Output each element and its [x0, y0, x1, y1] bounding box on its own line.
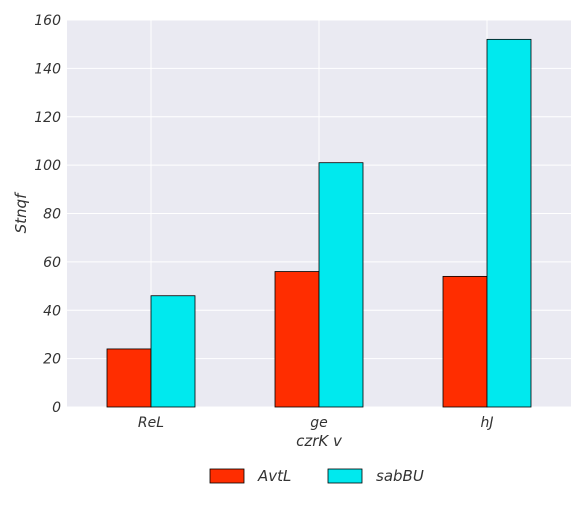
- y-tick-label: 160: [34, 13, 61, 29]
- y-tick-label: 20: [43, 352, 61, 368]
- x-tick-label: ReL: [138, 415, 164, 431]
- legend-label-AvtL: AvtL: [257, 467, 291, 485]
- bar-sabBU-ReL: [150, 295, 196, 408]
- bar-AvtL-ge: [274, 271, 320, 408]
- y-tick-label: 100: [34, 158, 61, 174]
- legend: AvtL sabBU: [209, 467, 424, 485]
- legend-label-sabBU: sabBU: [376, 467, 424, 485]
- y-axis-label: Stnqf: [12, 191, 30, 233]
- bars: [106, 38, 532, 408]
- bar-sabBU-hJ: [486, 38, 532, 408]
- x-axis-ticks: ReL ge hJ: [138, 415, 494, 431]
- y-tick-label: 80: [43, 207, 61, 223]
- y-tick-label: 40: [43, 303, 61, 319]
- y-axis-ticks: 0 20 40 60 80 100 120 140 160: [34, 13, 61, 416]
- x-tick-label: hJ: [480, 415, 493, 431]
- y-tick-label: 60: [43, 255, 61, 271]
- y-tick-label: 140: [34, 61, 61, 77]
- legend-swatch-sabBU: [327, 468, 363, 484]
- x-tick-label: ge: [310, 415, 328, 431]
- bar-sabBU-ge: [318, 162, 364, 408]
- y-tick-label: 120: [34, 110, 61, 126]
- legend-swatch-AvtL: [209, 468, 245, 484]
- bar-AvtL-ReL: [106, 348, 152, 408]
- bar-AvtL-hJ: [442, 275, 488, 408]
- x-axis-label: czrK v: [296, 432, 343, 450]
- y-tick-label: 0: [52, 400, 61, 416]
